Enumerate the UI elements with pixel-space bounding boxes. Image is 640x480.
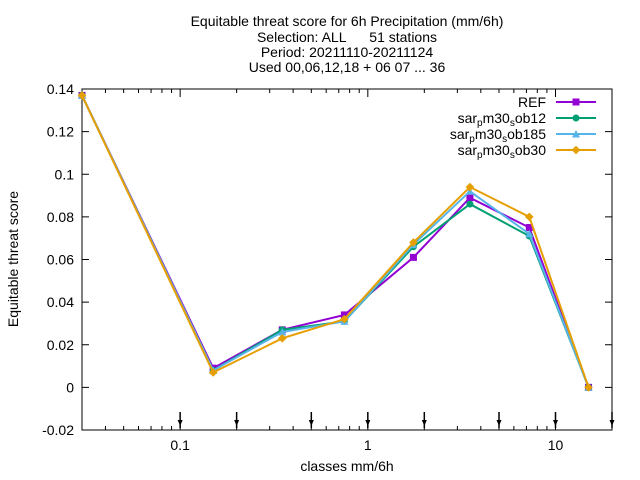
legend-label: sarpm30sob12	[458, 110, 547, 129]
series-marker	[572, 114, 580, 122]
series-line	[81, 94, 590, 388]
legend-label-part: REF	[518, 94, 546, 110]
threshold-marker-head	[496, 420, 502, 426]
x-tick-label: 0.1	[170, 437, 190, 453]
legend-label-part: p	[477, 118, 483, 129]
series-marker	[525, 224, 533, 232]
series-line	[81, 94, 590, 388]
series-lines	[77, 91, 593, 392]
legend-label-part: ob185	[507, 126, 546, 142]
series-marker	[465, 182, 475, 192]
legend-label-part: m30	[483, 142, 510, 158]
threshold-marker	[553, 412, 559, 428]
y-tick-label: -0.02	[42, 422, 74, 438]
legend-item: sarpm30sob30	[458, 142, 596, 161]
series-marker	[466, 200, 474, 208]
threshold-marker	[234, 412, 240, 428]
threshold-marker-head	[553, 420, 559, 426]
legend-label-part: p	[469, 134, 475, 145]
threshold-marker-head	[177, 420, 183, 426]
y-tick-label: 0.1	[55, 166, 75, 182]
series-marker	[409, 238, 418, 247]
series-marker	[466, 194, 474, 202]
series-marker	[571, 145, 581, 155]
title-line-3: Period: 20211110-20211124	[261, 44, 434, 60]
legend-label: REF	[518, 94, 546, 110]
legend-label-part: m30	[483, 110, 510, 126]
legend-label-part: ob30	[515, 142, 546, 158]
legend-item: sarpm30sob185	[450, 126, 596, 145]
series-marker	[409, 253, 417, 261]
threshold-markers	[177, 412, 615, 428]
series-marker	[340, 314, 349, 324]
title-line-4: Used 00,06,12,18 + 06 07 ... 36	[249, 59, 446, 75]
threshold-marker	[177, 412, 183, 428]
series-marker	[77, 91, 87, 100]
y-axis: -0.02 0 0.02 0.04 0.06 0.08 0.1 0.12 0.14	[42, 81, 612, 438]
series-marker	[572, 98, 580, 106]
series-marker	[278, 327, 287, 336]
threshold-marker-head	[365, 420, 371, 426]
legend-label-part: s	[502, 134, 507, 145]
legend-item: sarpm30sob12	[458, 110, 596, 129]
threshold-marker	[421, 412, 427, 428]
y-tick-label: 0.14	[47, 81, 74, 97]
y-tick-label: 0.08	[47, 209, 74, 225]
legend-label-part: ob12	[515, 110, 546, 126]
series-marker	[208, 368, 218, 377]
y-tick-label: 0.04	[47, 294, 74, 310]
series-line	[81, 94, 590, 388]
title-line-1: Equitable threat score for 6h Precipitat…	[191, 13, 504, 29]
series-marker	[277, 334, 287, 343]
legend-label-part: s	[510, 150, 515, 161]
chart-title: Equitable threat score for 6h Precipitat…	[191, 13, 504, 75]
x-tick-label: 10	[548, 437, 564, 453]
legend-label-part: sar	[458, 110, 478, 126]
legend-label-part: s	[510, 118, 515, 129]
threshold-marker-head	[421, 420, 427, 426]
x-axis-label: classes mm/6h	[300, 458, 393, 474]
threshold-marker-head	[234, 420, 240, 426]
threshold-marker	[496, 412, 502, 428]
y-tick-label: 0.02	[47, 337, 74, 353]
y-axis-label: Equitable threat score	[5, 191, 21, 327]
series-marker	[524, 212, 534, 222]
title-line-2: Selection: ALL 51 stations	[257, 29, 437, 45]
y-tick-label: 0.12	[47, 124, 74, 140]
legend-label-part: m30	[475, 126, 502, 142]
x-tick-label: 1	[364, 437, 372, 453]
y-tick-label: 0.06	[47, 252, 74, 268]
series-marker	[584, 383, 593, 392]
legend-item: REF	[518, 94, 596, 110]
threshold-marker	[365, 412, 371, 428]
series-marker	[525, 229, 534, 238]
legend-label-part: p	[477, 150, 483, 161]
series-4	[77, 91, 593, 392]
series-marker	[572, 130, 580, 138]
legend-label-part: sar	[450, 126, 470, 142]
legend-label: sarpm30sob30	[458, 142, 547, 161]
y-tick-label: 0	[66, 379, 74, 395]
legend-label: sarpm30sob185	[450, 126, 546, 145]
threshold-marker-head	[308, 420, 314, 426]
threshold-marker-head	[609, 420, 615, 426]
threshold-marker	[609, 412, 615, 428]
threshold-marker	[308, 412, 314, 428]
legend-label-part: sar	[458, 142, 478, 158]
